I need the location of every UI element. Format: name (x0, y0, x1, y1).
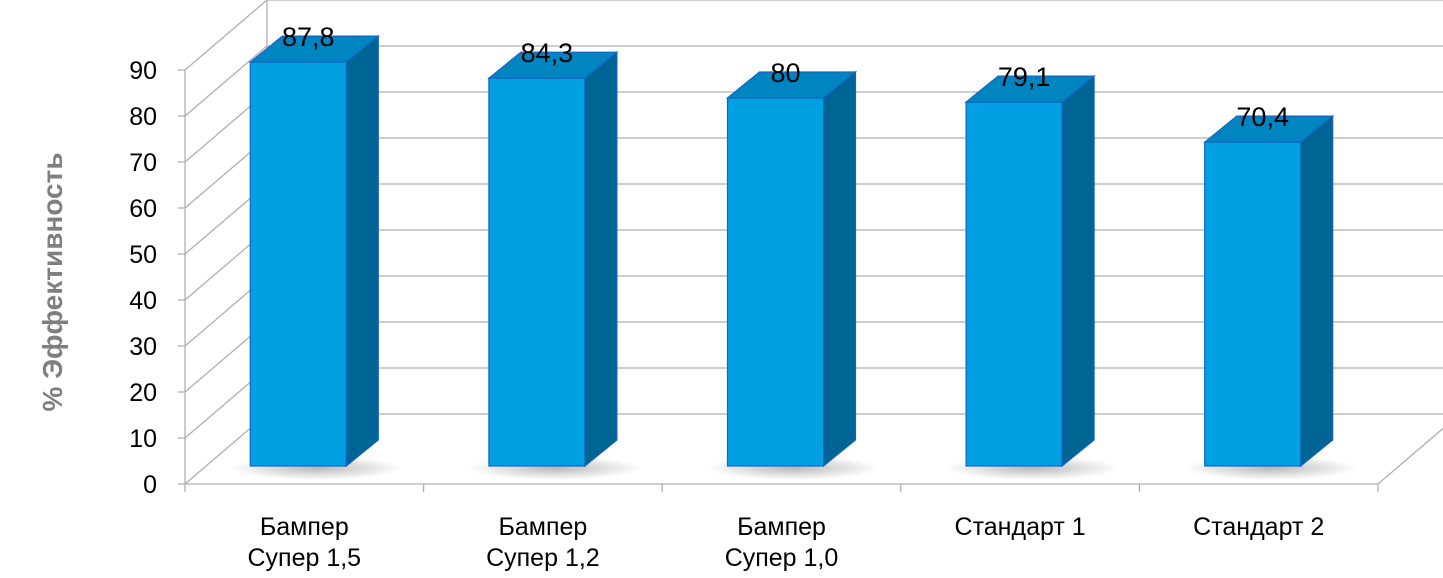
x-category-label-line: Стандарт 2 (1193, 513, 1324, 541)
y-tick-label: 20 (129, 379, 157, 407)
x-category-label: Бампер Супер 1,5 (247, 513, 361, 572)
x-category-label: Бампер Супер 1,0 (725, 513, 839, 572)
bar-side (1300, 114, 1334, 468)
gridline-side (184, 0, 268, 71)
y-tick-label: 60 (129, 195, 157, 223)
bar: 79,1 (945, 62, 1119, 480)
y-tick-label: 0 (143, 471, 157, 499)
x-category-label-line: Супер 1,5 (247, 544, 361, 572)
x-category-label-line: Бампер (260, 513, 349, 541)
bar: 87,8 (229, 22, 403, 480)
y-tick-label: 50 (129, 241, 157, 269)
x-category-label-line: Бампер (737, 513, 826, 541)
bar: 84,3 (468, 38, 642, 480)
x-category-label: Стандарт 2 (1193, 513, 1324, 541)
bar-side (345, 34, 379, 468)
y-tick-label: 10 (129, 425, 157, 453)
y-tick-label: 90 (129, 57, 157, 85)
bar-side (1061, 74, 1095, 468)
y-tick-label: 80 (129, 103, 157, 131)
bar-front (488, 77, 586, 467)
bar-front (1204, 141, 1302, 467)
y-tick-label: 30 (129, 333, 157, 361)
y-axis-title: % Эффективность (37, 152, 68, 411)
bar-side (822, 70, 857, 468)
bar: 70,4 (1184, 102, 1358, 480)
data-label: 84,3 (521, 38, 574, 68)
x-category-label-line: Супер 1,2 (486, 544, 600, 572)
x-category-label: Бампер Супер 1,2 (486, 513, 600, 572)
bar-front (249, 61, 347, 467)
y-tick-label: 40 (129, 287, 157, 315)
data-label: 87,8 (282, 22, 335, 52)
y-tick-label: 70 (129, 149, 157, 177)
data-label: 80 (770, 58, 800, 88)
bar-front (965, 101, 1063, 467)
y-tick-labels: 0 10 20 30 40 50 60 70 80 90 (129, 57, 157, 499)
x-category-label-line: Стандарт 1 (955, 513, 1086, 541)
bars: 87,8 84,3 80 79,1 70,4 (229, 22, 1358, 480)
bar-front (726, 97, 825, 467)
bar-side (584, 50, 618, 468)
bar: 80 (707, 58, 880, 480)
x-category-labels: Бампер Супер 1,5 Бампер Супер 1,2 Бампер Супе… (247, 513, 1324, 572)
gridline-side (184, 45, 268, 117)
floor-right-edge (1377, 427, 1443, 485)
data-label: 70,4 (1236, 102, 1289, 132)
x-category-label-line: Супер 1,0 (725, 544, 839, 572)
x-category-label: Стандарт 1 (955, 513, 1086, 541)
data-label: 79,1 (998, 62, 1051, 92)
x-category-label-line: Бампер (498, 513, 587, 541)
